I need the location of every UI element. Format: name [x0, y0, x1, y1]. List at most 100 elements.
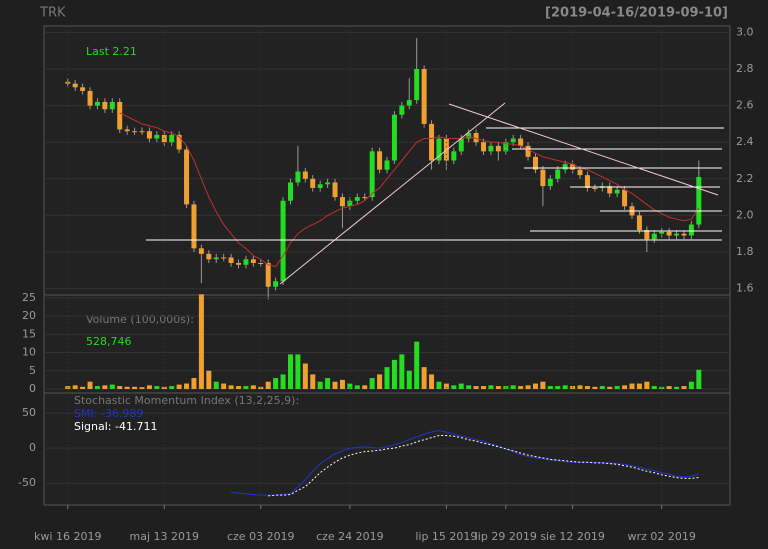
- volume-bar: [265, 381, 271, 389]
- volume-bar: [629, 383, 635, 389]
- candle-body: [399, 105, 405, 115]
- smi-line: [231, 430, 699, 496]
- volume-bar: [495, 386, 501, 389]
- legend-label: Signal: -41.711: [74, 420, 157, 433]
- volume-bar: [198, 294, 204, 389]
- volume-bar: [518, 386, 524, 389]
- candle-body: [302, 171, 308, 179]
- x-tick-label: wrz 02 2019: [628, 530, 696, 543]
- volume-title: Volume (100,000s):: [86, 313, 194, 326]
- y-tick-label: 10: [22, 346, 36, 359]
- candle-body: [622, 189, 628, 207]
- candle-body: [659, 231, 665, 234]
- candle-body: [547, 178, 553, 187]
- volume-bar: [377, 374, 383, 389]
- volume-bar: [109, 384, 115, 389]
- y-tick-label: 5: [29, 364, 36, 377]
- candle-body: [102, 101, 108, 110]
- volume-bar: [169, 386, 175, 389]
- volume-bar: [362, 385, 368, 389]
- plot-area: [43, 25, 731, 506]
- volume-bar: [287, 354, 293, 389]
- candle-body: [109, 101, 115, 110]
- volume-bar: [302, 363, 308, 389]
- candle-body: [339, 197, 345, 207]
- candle-body: [384, 160, 390, 170]
- y-tick-label: 20: [22, 309, 36, 322]
- candle-body: [169, 134, 175, 143]
- volume-bar: [421, 367, 427, 389]
- candle-body: [451, 151, 457, 161]
- volume-bar: [154, 386, 160, 389]
- candle-body: [295, 171, 301, 183]
- volume-bar: [236, 386, 242, 389]
- volume-bar: [599, 386, 605, 389]
- x-tick-label: lip 29 2019: [475, 530, 537, 543]
- candle-body: [636, 215, 642, 231]
- candle-body: [273, 281, 279, 287]
- candle-body: [124, 129, 130, 132]
- candle-body: [310, 178, 316, 188]
- candle-body: [555, 169, 561, 179]
- candle-body: [436, 138, 442, 161]
- candle-body: [510, 138, 516, 143]
- volume-bar: [391, 359, 397, 389]
- volume-bar: [399, 354, 405, 389]
- volume-bar: [681, 386, 687, 389]
- x-tick-label: kwi 16 2019: [34, 530, 101, 543]
- volume-bar: [228, 385, 234, 389]
- candle-body: [228, 257, 234, 263]
- candle-body: [287, 182, 293, 201]
- volume-bar: [325, 378, 331, 389]
- volume-bar: [72, 385, 78, 389]
- candle-body: [236, 262, 242, 265]
- candle-body: [473, 133, 479, 143]
- volume-bar: [451, 385, 457, 389]
- y-tick-label: 2.8: [736, 62, 754, 75]
- volume-bar: [117, 386, 123, 389]
- volume-bar: [250, 385, 256, 389]
- y-tick-label: 50: [22, 406, 36, 419]
- volume-bar: [525, 385, 531, 389]
- volume-bar: [674, 386, 680, 389]
- y-tick-label: 2.0: [736, 208, 754, 221]
- candle-body: [347, 200, 353, 207]
- candle-body: [584, 175, 590, 188]
- candle-body: [117, 101, 123, 130]
- volume-bar: [429, 374, 435, 389]
- x-tick-label: lip 15 2019: [415, 530, 477, 543]
- candle-body: [243, 259, 249, 265]
- legend-label: SMI: -36.989: [74, 407, 143, 420]
- volume-bar: [540, 381, 546, 389]
- volume-bar: [414, 341, 420, 389]
- smi-line: [268, 435, 699, 497]
- volume-bar: [614, 386, 620, 389]
- volume-bar: [221, 383, 227, 389]
- volume-bar: [191, 378, 197, 389]
- volume-bar: [510, 385, 516, 389]
- candle-body: [421, 69, 427, 124]
- candle-body: [651, 233, 657, 240]
- candle-body: [154, 134, 160, 139]
- y-tick-label: -50: [18, 476, 36, 489]
- candle-body: [94, 101, 100, 106]
- volume-bar: [80, 386, 86, 389]
- candle-body: [540, 169, 546, 187]
- volume-bar: [555, 386, 561, 389]
- trendline: [279, 102, 506, 285]
- volume-bar: [102, 385, 108, 389]
- candle-body: [132, 131, 138, 133]
- y-tick-label: 1.8: [736, 245, 754, 258]
- candle-body: [518, 138, 524, 146]
- moving-average: [119, 112, 700, 268]
- candle-body: [592, 187, 598, 189]
- y-tick-label: 2.2: [736, 172, 754, 185]
- volume-bar: [213, 381, 219, 389]
- volume-bar: [666, 386, 672, 389]
- candle-body: [429, 123, 435, 161]
- candle-body: [221, 257, 227, 259]
- volume-bar: [696, 369, 702, 389]
- candle-body: [72, 83, 78, 88]
